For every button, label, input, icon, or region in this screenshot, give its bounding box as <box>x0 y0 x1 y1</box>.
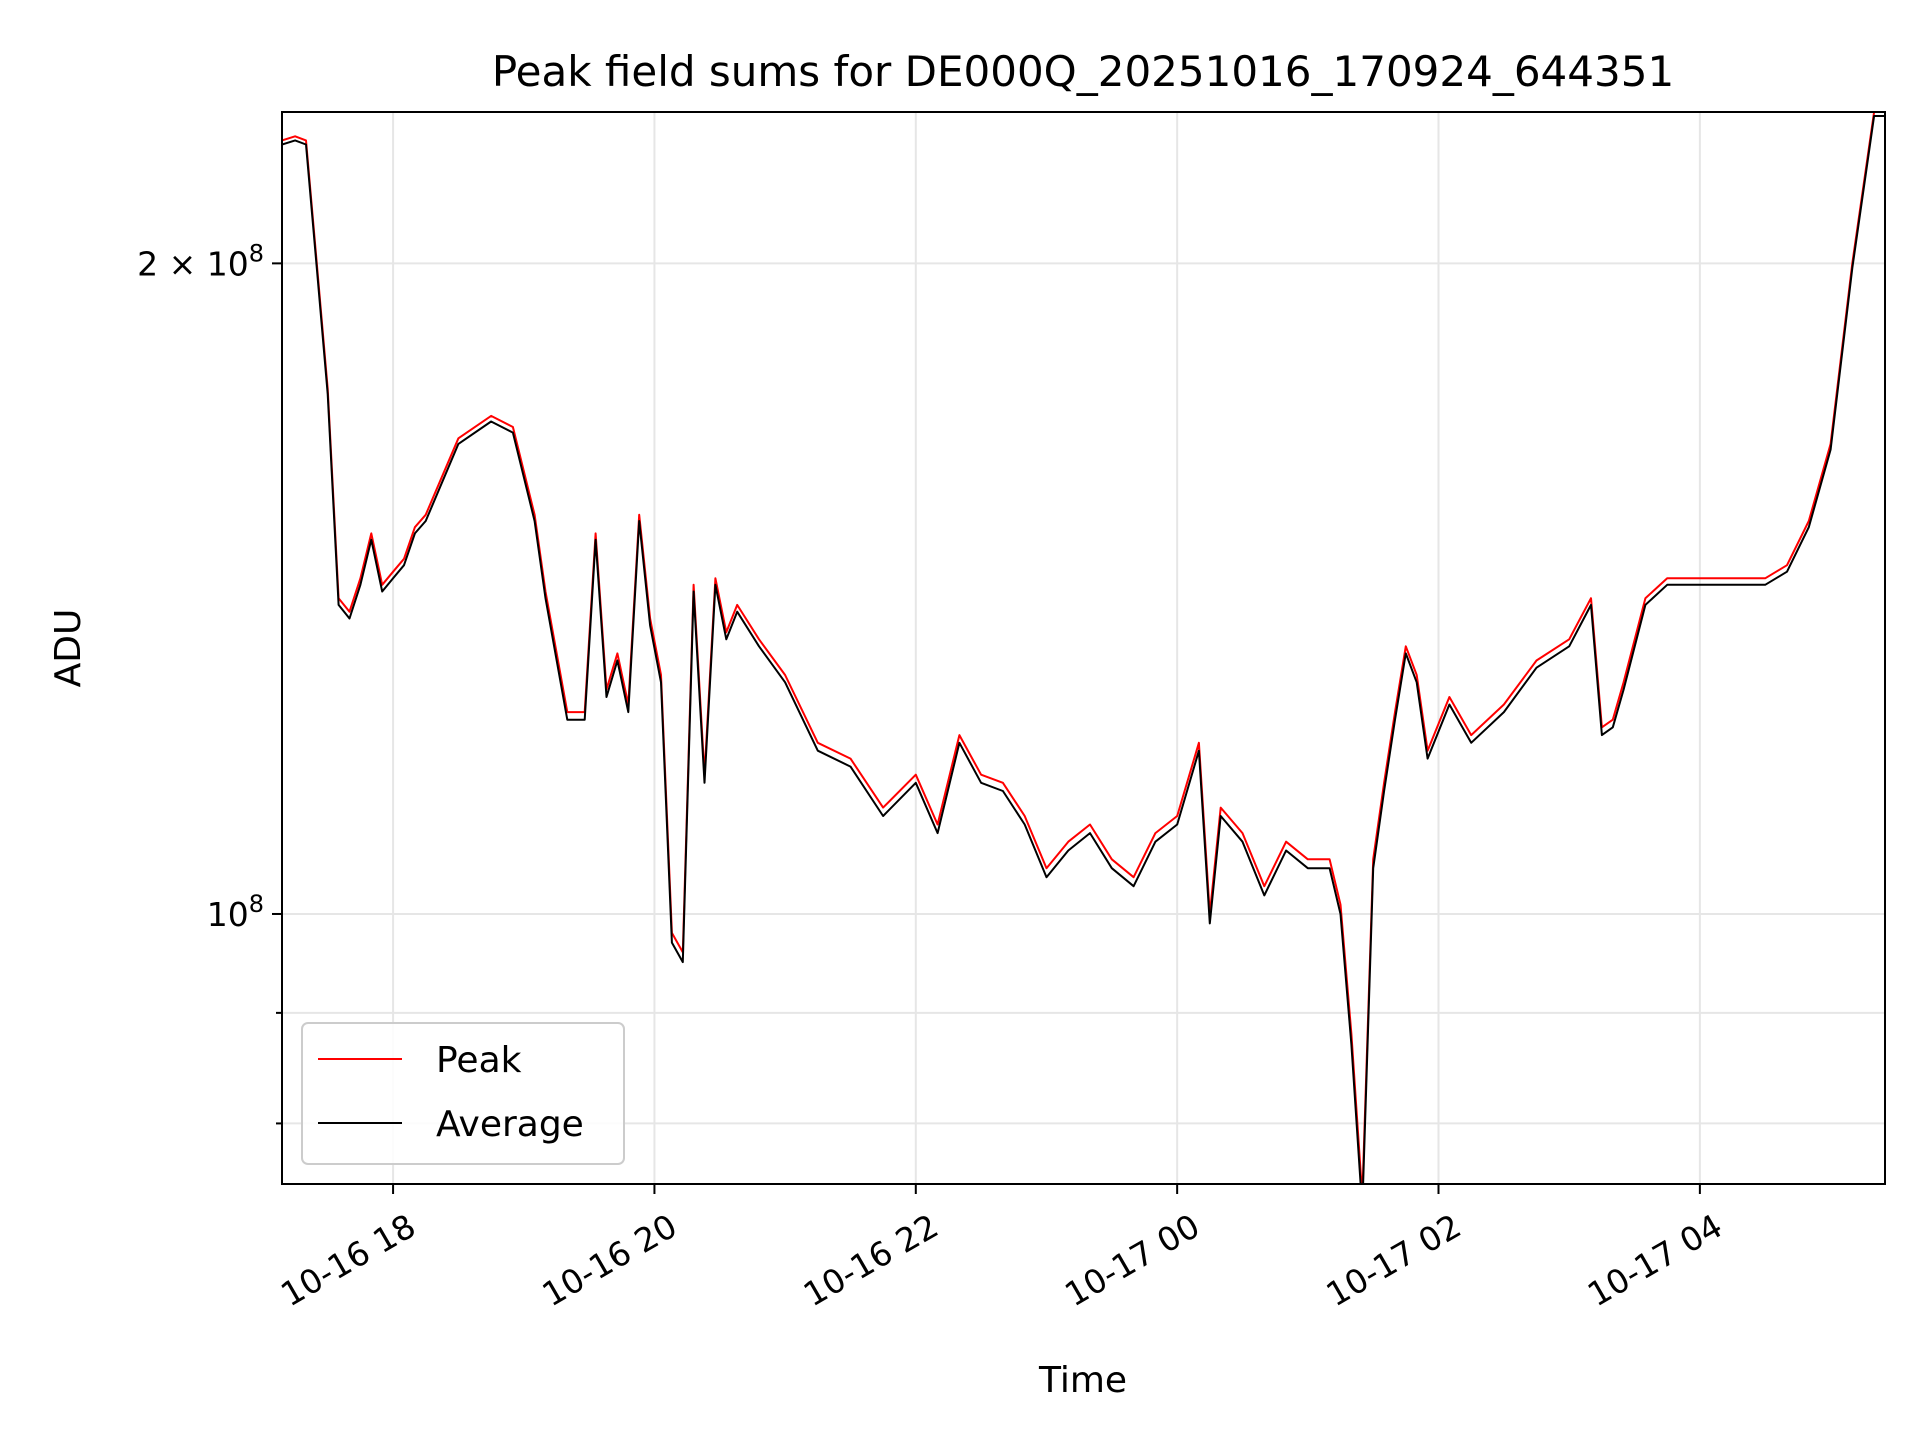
y-axis-label: ADU <box>48 609 89 688</box>
y-tick-label: 2 × 108 <box>137 239 264 283</box>
plot-frame <box>281 111 1886 1185</box>
y-tick-mantissa: 2 × <box>137 244 207 283</box>
y-tick-label: 108 <box>207 890 264 934</box>
legend-label-average: Average <box>436 1104 584 1145</box>
chart-title: Peak field sums for DE000Q_20251016_1709… <box>492 47 1674 96</box>
x-axis-label: Time <box>1038 1360 1127 1401</box>
legend-label-peak: Peak <box>436 1040 522 1081</box>
y-tick-exponent: 8 <box>249 890 264 918</box>
y-tick-base: 10 <box>207 244 249 283</box>
series-line-peak <box>282 112 1885 1184</box>
gridlines <box>282 112 1885 1184</box>
series-layer <box>282 112 1885 1184</box>
y-tick-exponent: 8 <box>249 239 264 267</box>
series-line-average <box>282 115 1885 1184</box>
y-tick-base: 10 <box>207 895 249 934</box>
legend: Peak Average <box>301 1022 625 1165</box>
